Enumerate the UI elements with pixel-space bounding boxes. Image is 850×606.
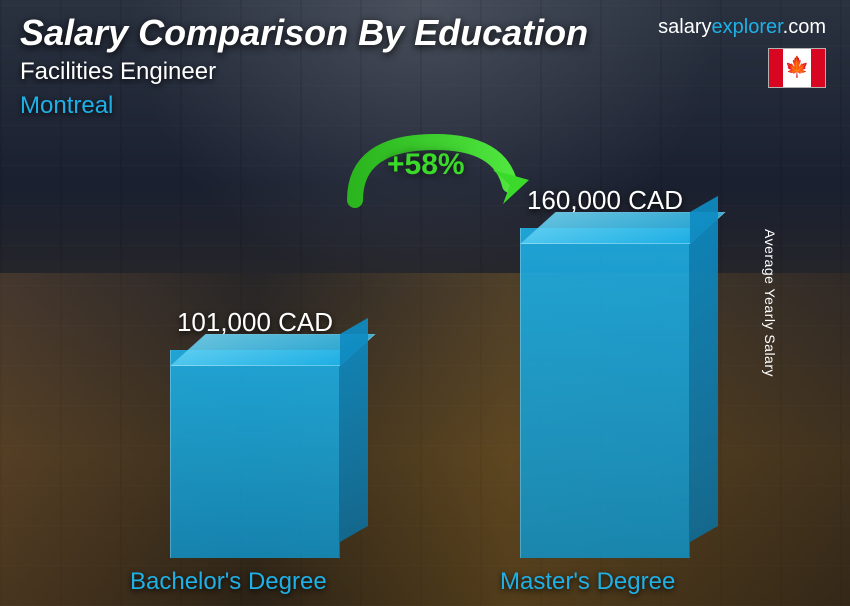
brand-prefix: salary [658,16,711,38]
bar-masters: 160,000 CAD [480,185,730,558]
increase-arrow: +58% [325,130,545,230]
bar-side-face [690,196,718,542]
brand-mid: explorer [712,16,783,38]
bar-front-face [170,350,340,558]
country-flag-canada: 🍁 [768,48,826,88]
bar3d-masters [520,228,690,558]
bar-side-face [340,318,368,542]
chart-title: Salary Comparison By Education [20,12,588,54]
bar-front-face [520,228,690,558]
flag-center: 🍁 [783,49,811,87]
category-label-masters: Master's Degree [500,568,675,596]
flag-left-bar [769,49,783,87]
percent-increase: +58% [387,148,465,182]
brand-suffix: .com [783,16,826,38]
bar-bachelors: 101,000 CAD [130,307,380,558]
bar3d-bachelors [170,350,340,558]
maple-leaf-icon: 🍁 [785,58,810,78]
category-label-bachelors: Bachelor's Degree [130,568,327,596]
brand-logo: salaryexplorer.com [658,16,826,39]
job-title: Facilities Engineer [20,58,216,86]
infographic: Salary Comparison By Education Facilitie… [0,0,850,606]
location: Montreal [20,92,113,120]
flag-right-bar [811,49,825,87]
